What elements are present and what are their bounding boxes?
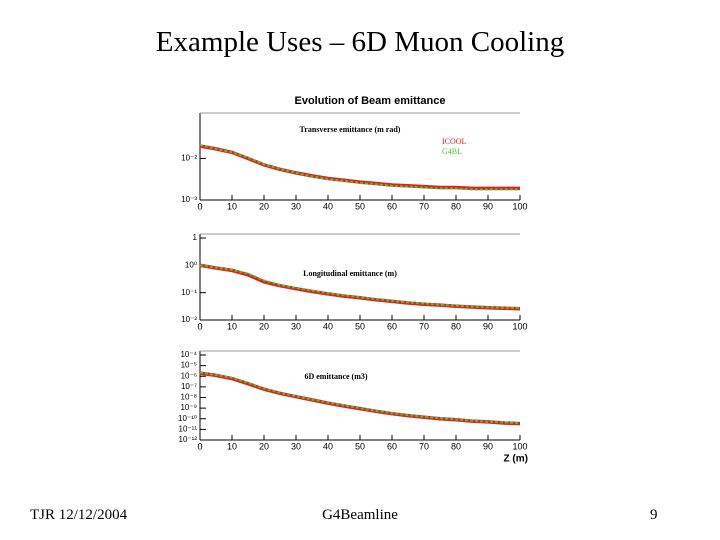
legend-label: ICOOL bbox=[442, 137, 467, 146]
y-tick-label: 10⁻³ bbox=[181, 195, 197, 204]
panel-title: Transverse emittance (m rad) bbox=[300, 125, 401, 134]
x-tick-label: 10 bbox=[227, 201, 237, 211]
x-tick-label: 60 bbox=[387, 321, 397, 331]
x-tick-label: 0 bbox=[197, 201, 202, 211]
x-tick-label: 80 bbox=[451, 321, 461, 331]
y-tick-label: 10⁻⁹ bbox=[180, 403, 197, 412]
series-line bbox=[199, 264, 521, 310]
y-tick-label: 10⁻⁴ bbox=[180, 350, 197, 359]
x-tick-label: 100 bbox=[512, 441, 527, 451]
x-tick-label: 50 bbox=[355, 441, 365, 451]
x-tick-label: 30 bbox=[291, 441, 301, 451]
x-tick-label: 80 bbox=[451, 201, 461, 211]
x-tick-label: 100 bbox=[512, 201, 527, 211]
x-tick-label: 20 bbox=[259, 201, 269, 211]
x-tick-label: 40 bbox=[323, 321, 333, 331]
footer-left: TJR 12/12/2004 bbox=[30, 507, 128, 523]
footer-right: 9 bbox=[650, 507, 658, 523]
y-tick-label: 10⁻¹¹ bbox=[179, 424, 198, 433]
y-tick-label: 10⁻² bbox=[181, 315, 197, 324]
figure-title: Evolution of Beam emittance bbox=[295, 95, 446, 107]
x-tick-label: 90 bbox=[483, 321, 493, 331]
x-tick-label: 90 bbox=[483, 441, 493, 451]
x-tick-label: 70 bbox=[419, 201, 429, 211]
x-tick-label: 80 bbox=[451, 441, 461, 451]
x-tick-label: 40 bbox=[323, 441, 333, 451]
y-tick-label: 10⁻¹ bbox=[181, 288, 197, 297]
x-tick-label: 90 bbox=[483, 201, 493, 211]
x-tick-label: 70 bbox=[419, 441, 429, 451]
x-tick-label: 30 bbox=[291, 321, 301, 331]
series-line bbox=[199, 144, 520, 191]
y-tick-label: 10⁻⁸ bbox=[181, 393, 198, 402]
x-tick-label: 0 bbox=[197, 321, 202, 331]
x-tick-label: 60 bbox=[387, 201, 397, 211]
footer-center: G4Beamline bbox=[322, 507, 398, 523]
series-line bbox=[199, 144, 520, 191]
x-tick-label: 70 bbox=[419, 321, 429, 331]
y-tick-label: 1 bbox=[193, 233, 198, 242]
x-tick-label: 100 bbox=[512, 321, 527, 331]
x-tick-label: 10 bbox=[227, 321, 237, 331]
x-tick-label: 10 bbox=[227, 441, 237, 451]
panel-title: Longitudinal emittance (m) bbox=[303, 269, 397, 278]
y-tick-label: 10⁻⁷ bbox=[181, 382, 197, 391]
x-tick-label: 60 bbox=[387, 441, 397, 451]
x-tick-label: 40 bbox=[323, 201, 333, 211]
panel-title: 6D emittance (m3) bbox=[304, 372, 367, 381]
y-tick-label: 10⁻¹² bbox=[179, 435, 198, 444]
y-tick-label: 10⁻¹⁰ bbox=[178, 414, 197, 423]
x-tick-label: 20 bbox=[259, 321, 269, 331]
x-tick-label: 30 bbox=[291, 201, 301, 211]
x-tick-label: 50 bbox=[355, 201, 365, 211]
x-tick-label: 20 bbox=[259, 441, 269, 451]
y-tick-label: 10⁻² bbox=[181, 154, 197, 163]
x-tick-label: 50 bbox=[355, 321, 365, 331]
slide-title: Example Uses – 6D Muon Cooling bbox=[155, 26, 565, 58]
x-tick-label: 0 bbox=[197, 441, 202, 451]
y-tick-label: 10⁻⁶ bbox=[181, 371, 197, 380]
y-tick-label: 10⁻⁵ bbox=[181, 361, 197, 370]
legend-label: G4BL bbox=[442, 147, 462, 156]
y-tick-label: 10⁰ bbox=[185, 260, 197, 269]
x-axis-label: Z (m) bbox=[504, 454, 528, 465]
series-line bbox=[199, 371, 521, 425]
